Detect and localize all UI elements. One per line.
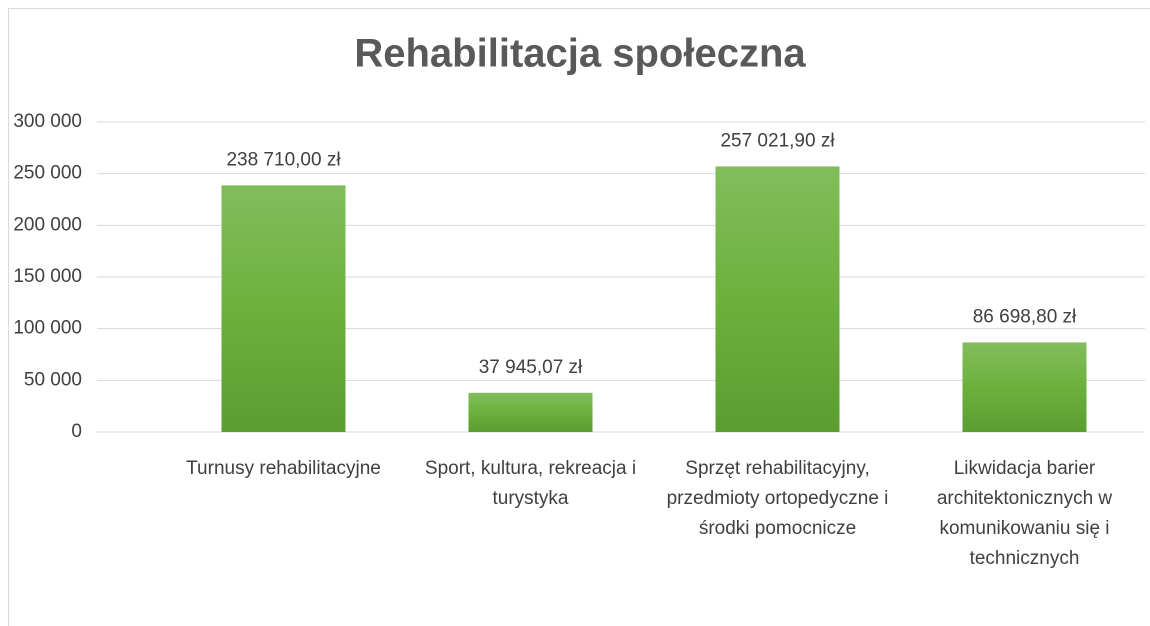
y-tick-label: 300 000 [13, 111, 82, 132]
x-tick-label: Sport, kultura, rekreacja i turystyka [424, 458, 637, 509]
chart-title: Rehabilitacja społeczna [354, 32, 806, 76]
data-label: 86 698,80 zł [973, 306, 1077, 327]
x-tick-label: Sprzęt rehabilitacyjny, przedmioty ortop… [666, 458, 889, 539]
y-tick-label: 250 000 [13, 163, 82, 184]
y-tick-label: 200 000 [13, 214, 82, 235]
x-tick-label: Likwidacja barier architektonicznych w k… [936, 458, 1113, 569]
data-label: 37 945,07 zł [479, 357, 583, 378]
y-tick-label: 150 000 [13, 266, 82, 287]
y-tick-label: 100 000 [13, 318, 82, 339]
bar [962, 342, 1087, 432]
bar [468, 392, 593, 432]
y-tick-label: 50 000 [24, 369, 82, 390]
chart-border [8, 8, 1150, 626]
data-label: 257 021,90 zł [720, 130, 835, 151]
y-tick-label: 0 [71, 421, 82, 442]
data-label: 238 710,00 zł [226, 149, 341, 170]
bar [715, 166, 840, 432]
x-tick-label: Turnusy rehabilitacyjne [186, 458, 381, 479]
bar [221, 185, 346, 432]
